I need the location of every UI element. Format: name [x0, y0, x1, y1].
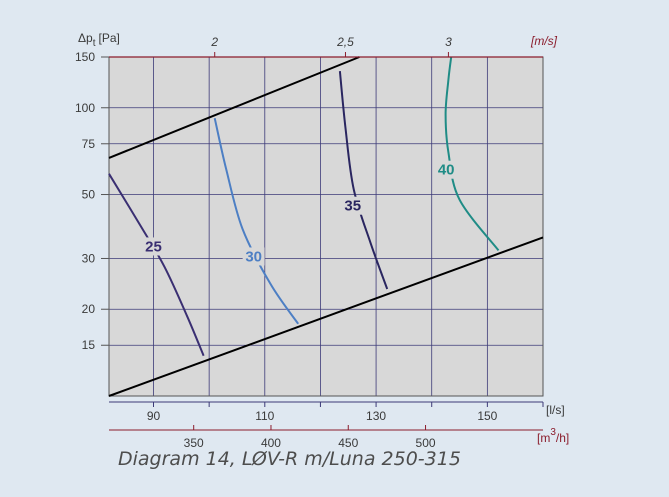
curve-label-bg-35 — [341, 196, 364, 215]
curve-label-35: 35 — [344, 198, 361, 215]
series-curve-30 — [213, 117, 300, 325]
y-tick-label: 15 — [82, 338, 96, 352]
m3h-tick-label: 500 — [416, 436, 436, 450]
m3h-tick-label: 450 — [338, 436, 358, 450]
lps-tick-label: 110 — [255, 409, 274, 423]
lps-tick-label: 130 — [366, 409, 386, 423]
velocity-tick-label: 2 — [210, 35, 218, 49]
m3h-superscript: 3 — [550, 427, 556, 438]
m3h-unit-rest: /h] — [556, 431, 569, 445]
curve-label-bg-40 — [435, 160, 458, 179]
velocity-tick-label: 3 — [445, 35, 452, 49]
y-tick-label: 150 — [75, 50, 95, 64]
x-axis-unit-m3h: [m3/h] — [537, 427, 569, 445]
y-tick-label: 50 — [82, 188, 96, 202]
y-axis-subscript: t — [93, 38, 96, 49]
m3h-tick-label: 400 — [261, 436, 281, 450]
plot-area — [109, 57, 543, 396]
curve-label-bg-30 — [242, 247, 265, 266]
axes: 15 20 30 50 75 100 150 90 110 130 150 350 400 450 500 2… — [75, 35, 544, 450]
lps-tick-label: 150 — [477, 409, 497, 423]
boundary-line-upper-limit — [108, 56, 360, 159]
series-curves — [108, 56, 500, 357]
series-curve-25 — [108, 173, 205, 357]
y-axis-label: Δpt [Pa] — [78, 31, 120, 49]
curve-label-25: 25 — [145, 238, 162, 255]
x-axis-unit-velocity: [m/s] — [530, 34, 558, 48]
y-tick-label: 75 — [82, 137, 96, 151]
m3h-tick-label: 350 — [184, 436, 204, 450]
velocity-tick-label: 2,5 — [336, 35, 354, 49]
curve-label-bg-25 — [142, 237, 165, 256]
curve-labels: 25 30 35 40 — [142, 160, 458, 266]
series-curve-40 — [444, 56, 500, 252]
y-tick-label: 20 — [82, 302, 96, 316]
y-axis-symbol: Δp — [78, 31, 93, 45]
series-curve-35 — [338, 71, 389, 290]
curve-label-30: 30 — [245, 248, 262, 265]
curve-label-40: 40 — [438, 162, 455, 179]
y-axis-unit: [Pa] — [98, 31, 119, 45]
boundary-line-lower-limit — [108, 236, 544, 397]
y-tick-label: 30 — [82, 251, 96, 265]
diagram-caption: Diagram 14, LØV-R m/Luna 250-315 — [118, 448, 461, 470]
boundary-lines — [108, 56, 544, 397]
lps-tick-label: 90 — [147, 409, 161, 423]
y-tick-label: 100 — [75, 101, 95, 115]
x-axis-unit-lps: [l/s] — [546, 403, 565, 417]
